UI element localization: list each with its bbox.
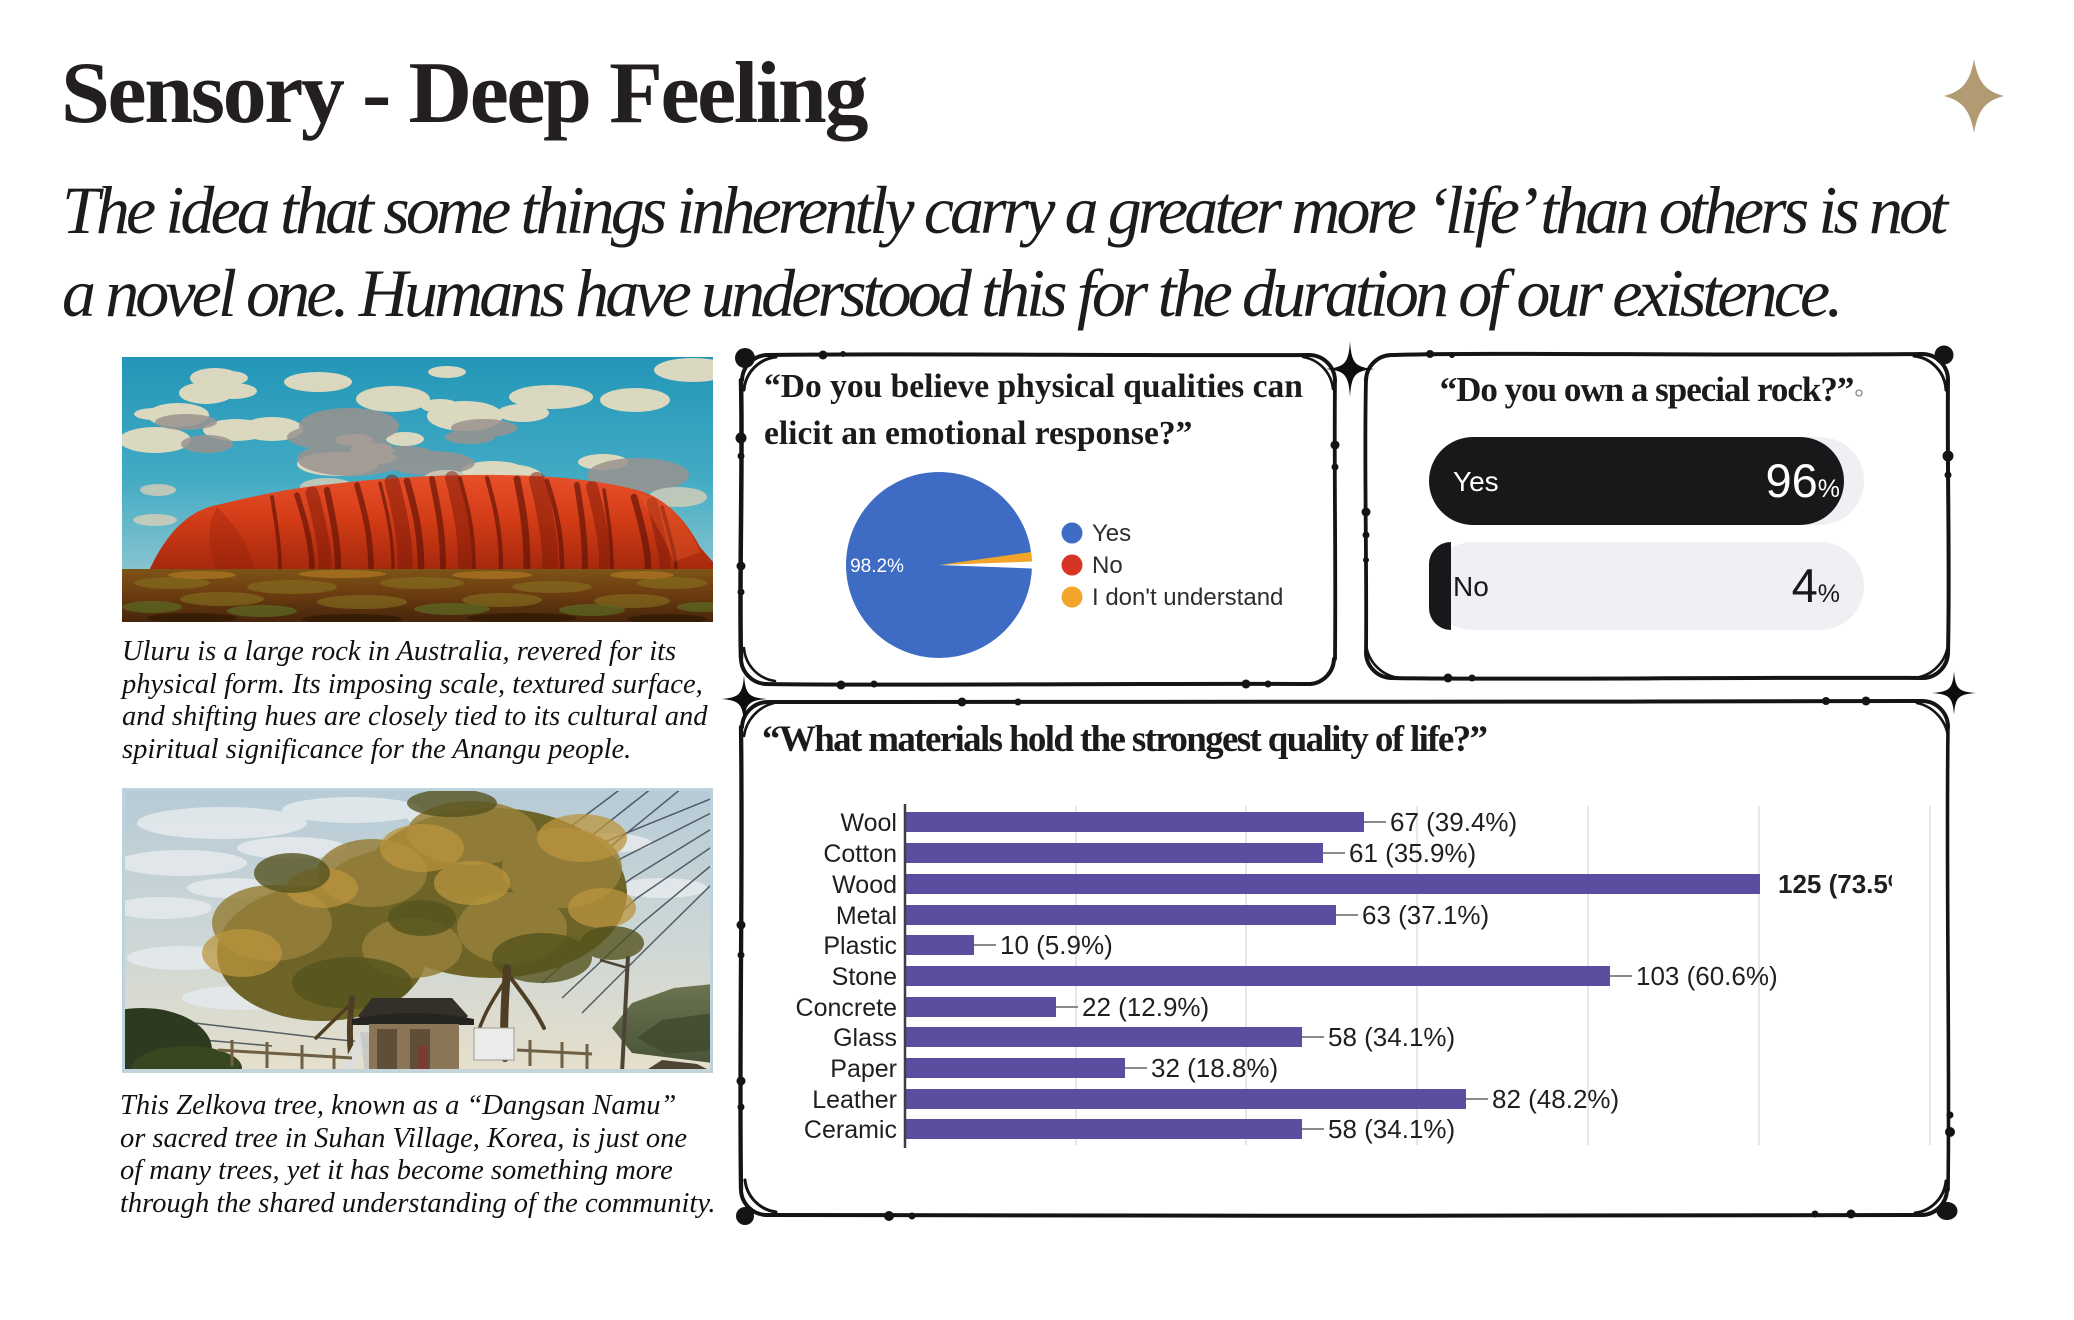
svg-text:125 (73.5%): 125 (73.5%) (1778, 869, 1920, 899)
svg-text:Wood: Wood (832, 871, 897, 899)
svg-text:Cotton: Cotton (823, 840, 897, 868)
svg-text:Metal: Metal (836, 902, 897, 930)
svg-text:58 (34.1%): 58 (34.1%) (1328, 1114, 1455, 1144)
svg-text:No: No (1092, 552, 1123, 579)
svg-text:82 (48.2%): 82 (48.2%) (1492, 1084, 1619, 1114)
svg-text:Plastic: Plastic (823, 932, 897, 960)
svg-text:Paper: Paper (830, 1055, 897, 1083)
svg-text:Wool: Wool (840, 809, 897, 837)
svg-text:Glass: Glass (833, 1024, 897, 1052)
svg-text:I don't understand: I don't understand (1092, 584, 1283, 611)
svg-text:10 (5.9%): 10 (5.9%) (1000, 930, 1113, 960)
svg-text:22 (12.9%): 22 (12.9%) (1082, 992, 1209, 1022)
svg-text:32 (18.8%): 32 (18.8%) (1151, 1053, 1278, 1083)
svg-text:Stone: Stone (832, 963, 897, 991)
svg-text:Yes: Yes (1092, 520, 1131, 547)
svg-text:103 (60.6%): 103 (60.6%) (1636, 961, 1778, 991)
svg-text:58 (34.1%): 58 (34.1%) (1328, 1022, 1455, 1052)
svg-text:61 (35.9%): 61 (35.9%) (1349, 838, 1476, 868)
svg-text:Ceramic: Ceramic (804, 1116, 897, 1144)
svg-text:67 (39.4%): 67 (39.4%) (1390, 807, 1517, 837)
svg-text:Concrete: Concrete (796, 994, 897, 1022)
svg-text:63 (37.1%): 63 (37.1%) (1362, 900, 1489, 930)
svg-text:Leather: Leather (812, 1086, 897, 1114)
